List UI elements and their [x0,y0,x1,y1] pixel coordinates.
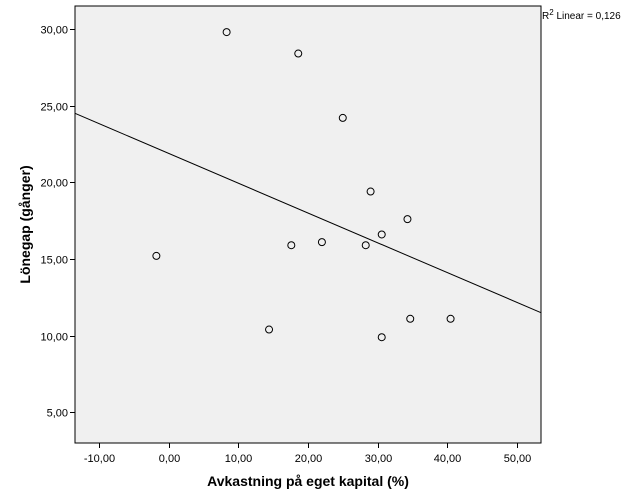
plot-area [74,5,542,444]
regression-line [74,112,542,314]
data-point [406,314,415,323]
data-point [287,241,296,250]
r2-prefix: R [542,11,549,22]
r2-text: Linear = 0,126 [554,11,621,22]
x-tick-label: 50,00 [504,453,532,465]
data-point [317,238,326,247]
r2-superscript: 2 [549,8,554,17]
x-tick-label: 30,00 [365,453,393,465]
data-point [403,215,412,224]
data-point [366,187,375,196]
y-tick-label: 25,00 [40,102,68,114]
x-tick-label: 0,00 [159,453,180,465]
x-axis-title: Avkastning på eget kapital (%) [207,473,409,489]
x-tick-label: 20,00 [295,453,323,465]
y-tick-label: 30,00 [40,25,68,37]
y-tick-label: 15,00 [40,255,68,267]
data-point [294,49,303,58]
data-point [152,251,161,260]
r2-label: R2 Linear = 0,126 [542,8,621,22]
data-point [361,241,370,250]
x-tick-label: 40,00 [434,453,462,465]
data-point [338,113,347,122]
data-point [377,333,386,342]
y-axis-title: Lönegap (gånger) [17,165,33,283]
data-point [377,230,386,239]
x-tick-label: 10,00 [225,453,253,465]
y-axis: 5,00 10,00 15,00 20,00 25,00 30,00 [40,25,75,420]
data-point [222,28,231,37]
data-points [152,28,455,342]
x-axis: -10,00 0,00 10,00 20,00 30,00 40,00 50,00 [84,443,531,465]
data-point [265,325,274,334]
x-tick-label: -10,00 [84,453,115,465]
y-tick-label: 20,00 [40,178,68,190]
data-point [446,314,455,323]
y-tick-label: 10,00 [40,332,68,344]
y-tick-label: 5,00 [47,408,68,420]
